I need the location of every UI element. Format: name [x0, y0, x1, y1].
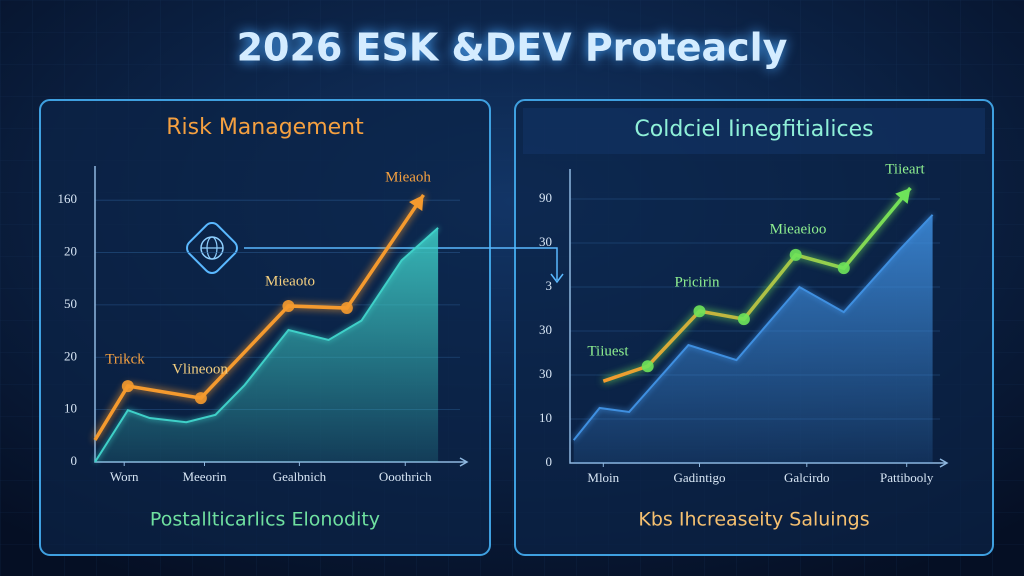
y-tick-label: 50 — [64, 296, 77, 311]
area — [95, 227, 439, 462]
annotation: Trikck — [105, 351, 145, 367]
area — [573, 214, 933, 463]
annotation: Tiiuest — [587, 343, 629, 359]
x-tick-label: Meeorin — [182, 469, 227, 484]
axis-arrow — [939, 458, 949, 468]
annotation: Mieaoto — [265, 273, 315, 289]
x-tick-label: Ooothrich — [379, 469, 432, 484]
point — [641, 360, 654, 373]
area-edge — [572, 214, 934, 441]
y-tick-label: 20 — [64, 244, 77, 259]
y-tick-label: 20 — [64, 348, 77, 363]
annotation: Pricirin — [675, 274, 720, 290]
point — [340, 302, 353, 315]
annotation: Mieaeioo — [770, 221, 827, 237]
arrow-head — [895, 188, 911, 204]
annotation: Mieaoh — [385, 169, 431, 185]
chart-footer: Kbs Ihcreaseity Saluings — [638, 509, 869, 531]
y-tick-label: 30 — [539, 322, 552, 337]
point — [693, 305, 706, 318]
y-tick-label: 3 — [546, 278, 553, 293]
charts: Risk Management Postallticarlics Elonodit… — [58, 115, 949, 531]
x-tick-label: Galcirdo — [784, 470, 829, 485]
point — [194, 392, 207, 405]
y-tick-label: 0 — [546, 454, 553, 469]
page-title: 2026 ESK &DEV Proteacly — [237, 26, 788, 70]
point — [789, 248, 802, 261]
y-tick-label: 10 — [539, 410, 552, 425]
x-tick-label: Worn — [110, 469, 139, 484]
panel-header — [523, 108, 985, 154]
chart-footer: Postallticarlics Elonodity — [150, 509, 380, 531]
x-tick-label: Gadintigo — [674, 470, 726, 485]
annotation: Vlineoon — [172, 361, 228, 377]
chart-title: Risk Management — [166, 115, 364, 140]
globe-icon — [186, 222, 564, 284]
point — [837, 262, 850, 275]
y-tick-label: 30 — [539, 234, 552, 249]
line — [93, 193, 425, 441]
axis-arrow — [459, 457, 469, 467]
x-tick-label: Pattibooly — [880, 470, 934, 485]
arrow-head — [409, 194, 424, 212]
point — [282, 299, 295, 312]
area-edge — [94, 227, 439, 463]
y-tick-label: 0 — [71, 453, 78, 468]
point — [121, 380, 134, 393]
x-tick-label: Mloin — [587, 470, 619, 485]
y-tick-label: 10 — [64, 401, 77, 416]
y-tick-label: 160 — [58, 191, 78, 206]
y-tick-label: 30 — [539, 366, 552, 381]
annotation: Tiieart — [885, 161, 925, 177]
y-tick-label: 90 — [539, 190, 552, 205]
chart-title: Coldciel Iinegfitialices — [634, 117, 873, 142]
x-tick-label: Gealbnich — [273, 469, 327, 484]
point — [737, 313, 750, 326]
